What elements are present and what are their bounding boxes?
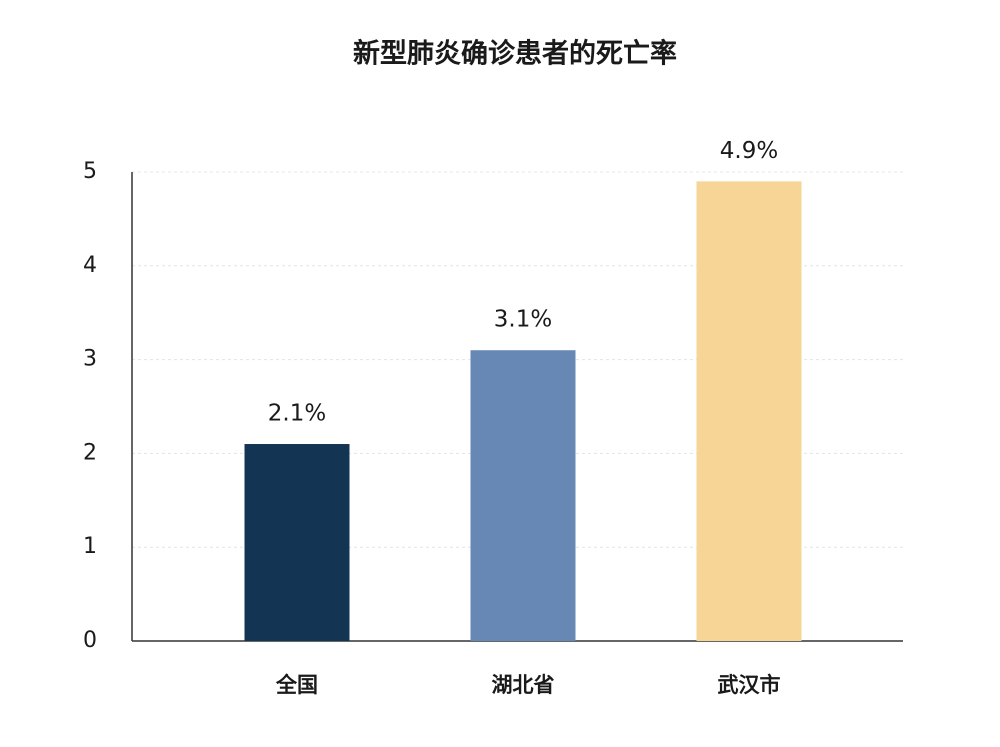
value-label: 4.9% — [720, 138, 778, 164]
x-tick-label: 武汉市 — [718, 673, 781, 697]
x-tick-label: 湖北省 — [492, 673, 555, 697]
value-label: 3.1% — [494, 307, 552, 333]
x-tick-label: 全国 — [275, 673, 318, 697]
y-tick-label: 3 — [83, 347, 97, 372]
bar — [470, 350, 576, 641]
y-tick-label: 2 — [83, 440, 97, 465]
value-label: 2.1% — [268, 401, 326, 427]
bar — [244, 444, 350, 641]
y-tick-label: 1 — [83, 534, 97, 559]
y-tick-label: 5 — [83, 159, 97, 184]
y-tick-label: 4 — [83, 253, 97, 278]
chart-title: 新型肺炎确诊患者的死亡率 — [353, 38, 677, 70]
y-tick-label: 0 — [83, 628, 97, 653]
bar — [696, 181, 802, 641]
